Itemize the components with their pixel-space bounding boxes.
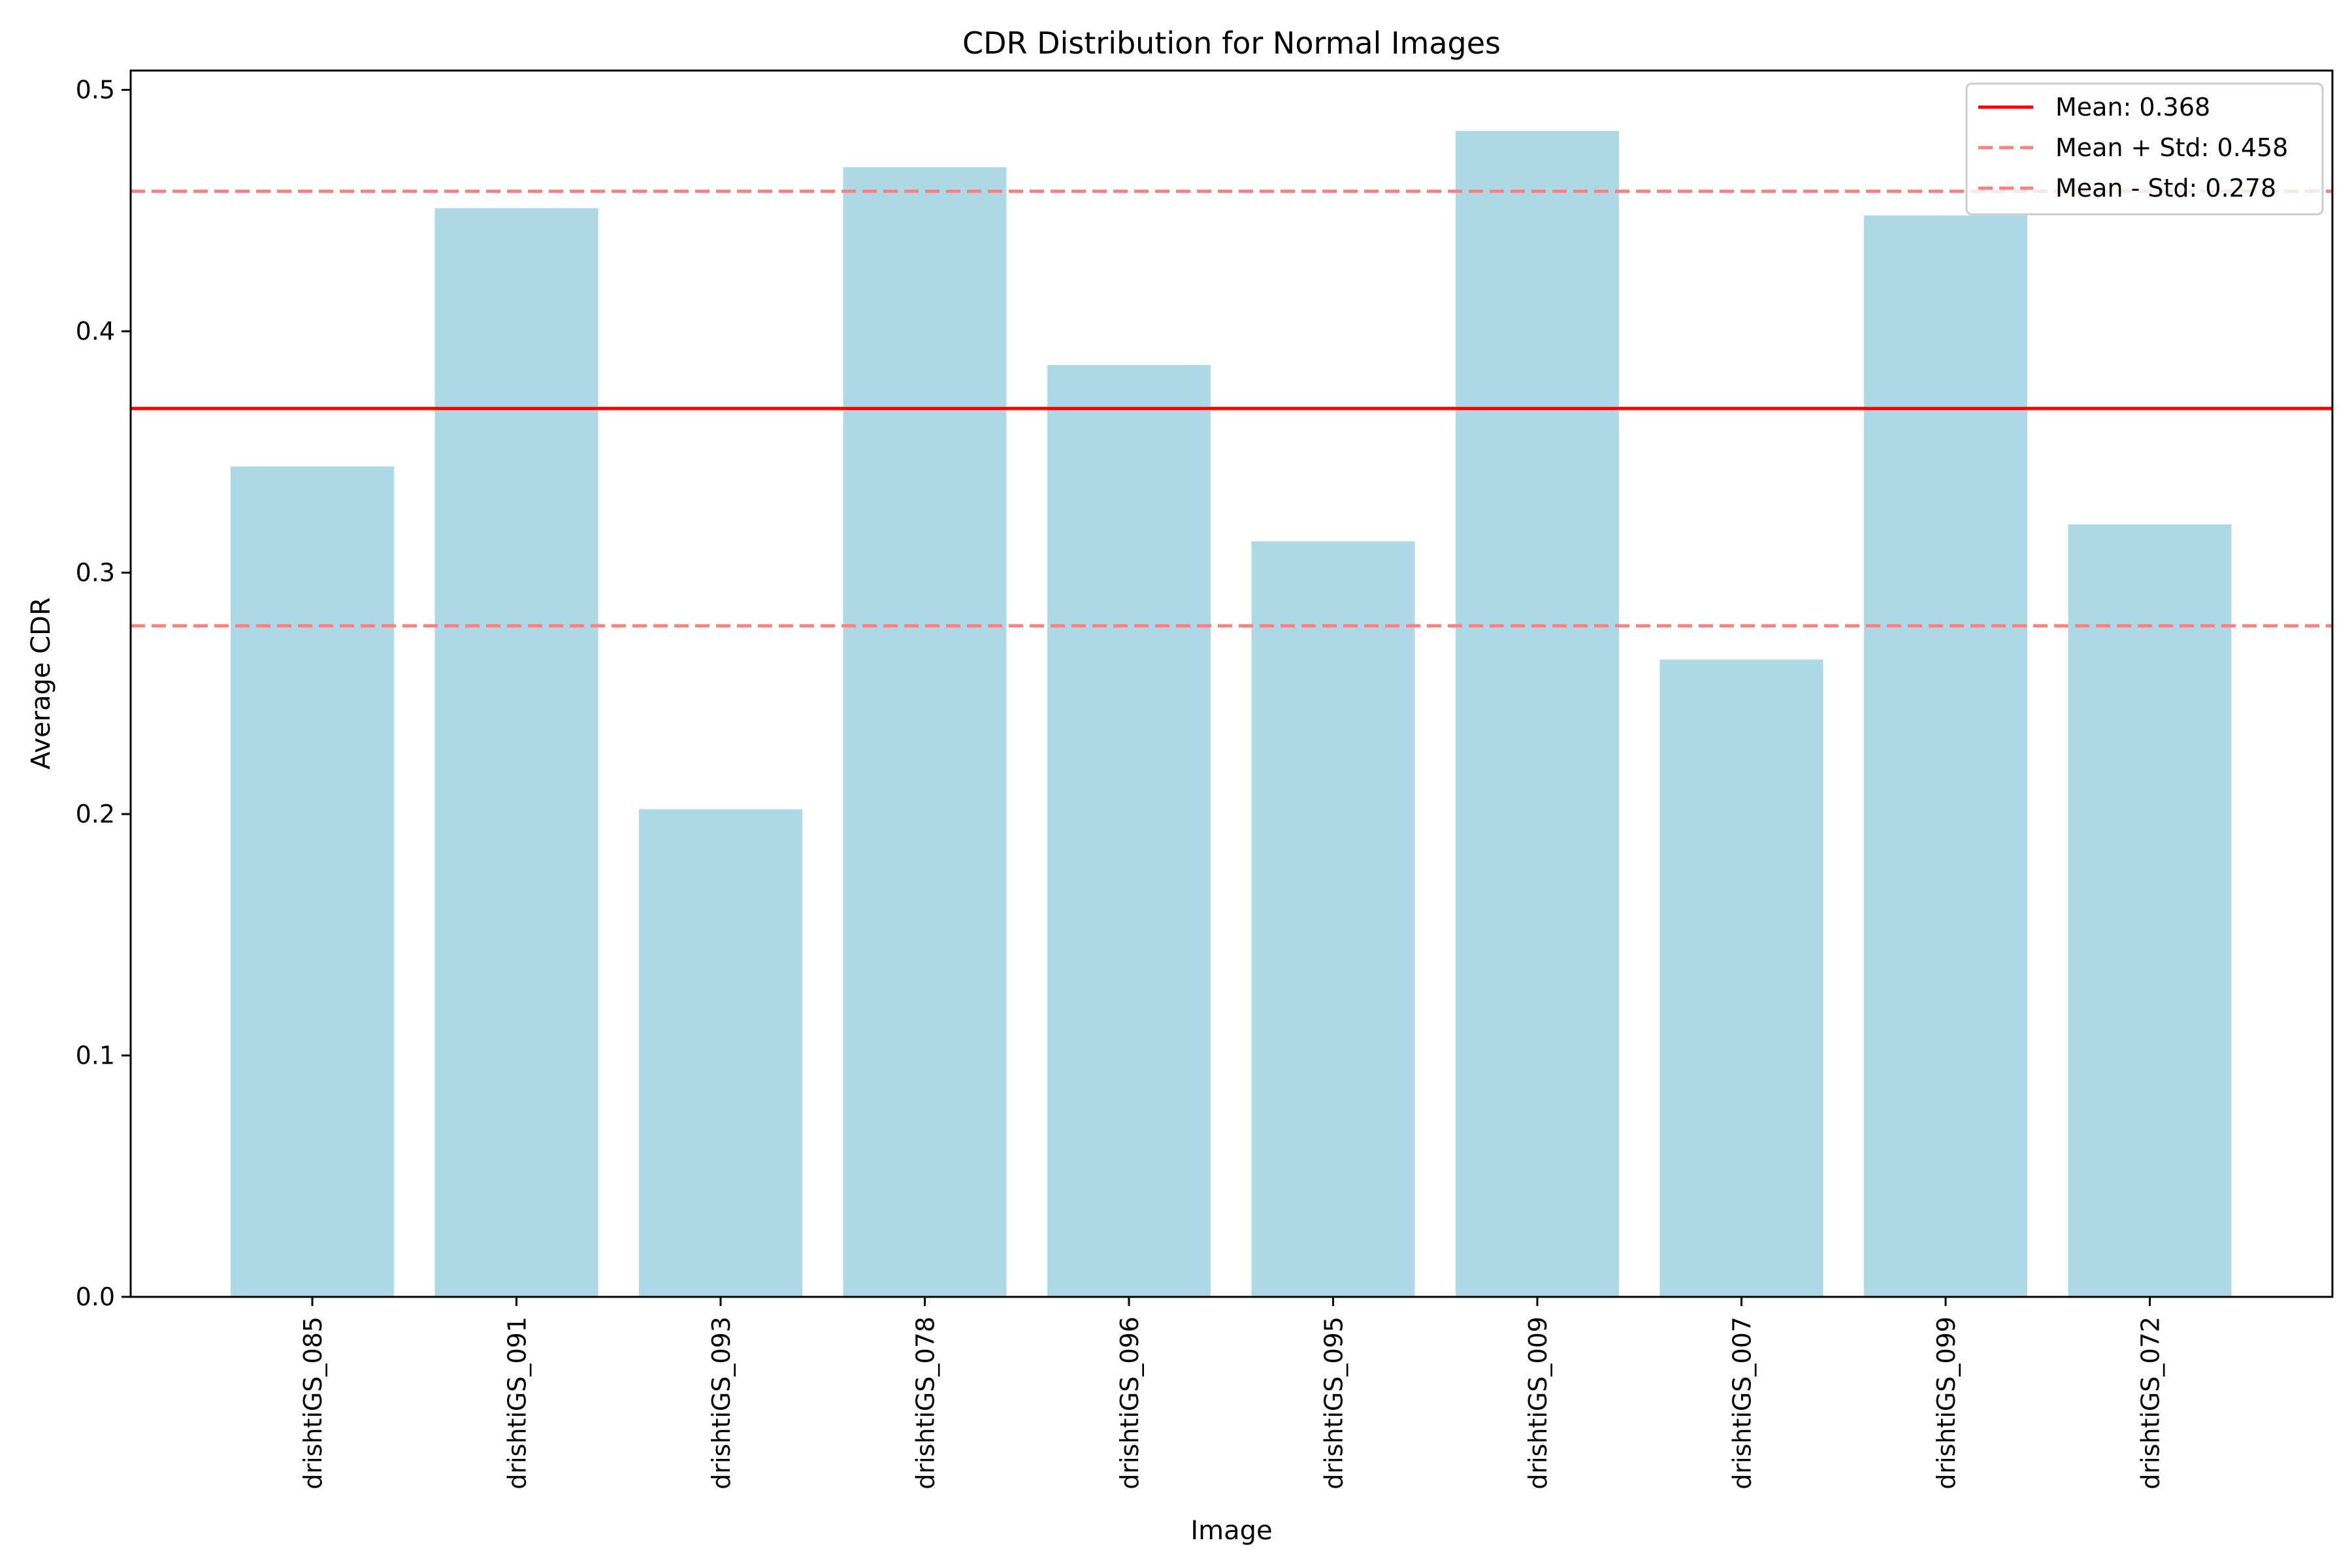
y-tick-label-0.3: 0.3	[76, 559, 115, 587]
x-tick-label-drishtiGS_007: drishtiGS_007	[1728, 1316, 1757, 1490]
bars-layer	[231, 131, 2232, 1298]
y-tick-label-0.0: 0.0	[76, 1282, 115, 1311]
x-tick-label-drishtiGS_078: drishtiGS_078	[911, 1316, 940, 1490]
bar-drishtiGS_091	[434, 208, 598, 1297]
x-tick-label-drishtiGS_009: drishtiGS_009	[1524, 1316, 1552, 1490]
bar-drishtiGS_093	[639, 809, 802, 1297]
legend-label-0: Mean: 0.368	[2055, 93, 2210, 122]
bar-drishtiGS_007	[1659, 659, 1823, 1297]
x-tick-label-drishtiGS_091: drishtiGS_091	[503, 1316, 532, 1490]
bar-drishtiGS_009	[1456, 131, 1619, 1297]
x-tick-label-drishtiGS_099: drishtiGS_099	[1932, 1316, 1961, 1490]
legend-box	[1965, 82, 2324, 216]
bar-drishtiGS_095	[1251, 541, 1415, 1297]
x-tick-label-drishtiGS_093: drishtiGS_093	[707, 1316, 736, 1490]
x-tick-label-drishtiGS_095: drishtiGS_095	[1320, 1316, 1348, 1490]
bar-drishtiGS_085	[231, 466, 394, 1297]
x-tick-label-drishtiGS_096: drishtiGS_096	[1115, 1316, 1144, 1490]
chart-title: CDR Distribution for Normal Images	[962, 25, 1501, 61]
reference-lines-layer	[131, 189, 2332, 628]
legend-label-2: Mean - Std: 0.278	[2055, 174, 2276, 203]
y-tick-label-0.5: 0.5	[76, 76, 115, 105]
plot-frame	[129, 69, 2334, 1298]
bar-drishtiGS_078	[843, 167, 1007, 1297]
axes-layer: 0.0 0.1 0.2 0.3 0.4 0.5 drishtiGS_085 drishtiGS…	[76, 69, 2334, 1490]
y-axis-label: Average CDR	[26, 597, 56, 770]
y-tick-label-0.1: 0.1	[76, 1041, 115, 1070]
legend-label-1: Mean + Std: 0.458	[2055, 133, 2288, 162]
x-axis-label: Image	[1190, 1516, 1272, 1546]
y-tick-label-0.4: 0.4	[76, 317, 115, 346]
x-tick-label-drishtiGS_072: drishtiGS_072	[2136, 1316, 2165, 1490]
legend: Mean: 0.368 Mean + Std: 0.458 Mean - Std: …	[1965, 82, 2324, 216]
x-tick-label-drishtiGS_085: drishtiGS_085	[299, 1316, 327, 1490]
bar-drishtiGS_072	[2068, 524, 2232, 1297]
bar-drishtiGS_096	[1047, 365, 1211, 1297]
y-tick-label-0.2: 0.2	[76, 800, 115, 828]
bar-drishtiGS_099	[1864, 215, 2027, 1298]
